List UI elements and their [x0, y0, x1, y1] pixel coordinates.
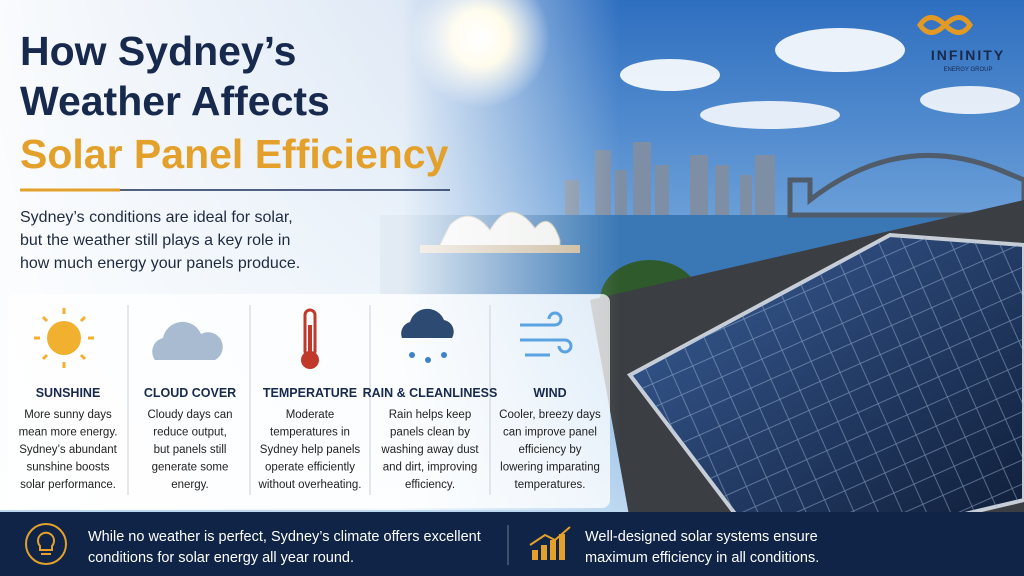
- factor-text: efficiency.: [405, 479, 455, 491]
- factor-title: WIND: [533, 386, 566, 400]
- factor-text: Moderate: [286, 409, 335, 421]
- factor-text: lowering imparating: [500, 462, 600, 474]
- factor-text: generate some: [152, 462, 229, 474]
- column-dividers: [127, 305, 491, 495]
- factor-text: panels clean by: [390, 427, 470, 439]
- title-line: How Sydney’s: [20, 28, 296, 74]
- factor-text: efficiency by: [518, 444, 581, 456]
- factor-text: without overheating.: [258, 479, 362, 491]
- factor-text: temperatures.: [515, 479, 586, 491]
- factor-text: Sydney help panels: [260, 444, 361, 456]
- factor-text: Rain helps keep: [389, 409, 471, 421]
- factor-title: RAIN & CLEANLINESS: [363, 386, 498, 400]
- factor-title: TEMPERATURE: [263, 386, 357, 400]
- factor-text: but panels still: [154, 444, 227, 456]
- title-line: Solar Panel Efficiency: [20, 131, 449, 177]
- factor-text: Sydney’s abundant: [19, 444, 117, 456]
- factor-text: sunshine boosts: [26, 462, 109, 474]
- factor-text: temperatures in: [270, 427, 350, 439]
- footer-text: maximum efficiency in all conditions.: [585, 550, 819, 566]
- factor-text: More sunny days: [24, 409, 112, 421]
- factor-text: energy.: [171, 479, 209, 491]
- footer-text: While no weather is perfect, Sydney’s cl…: [88, 529, 481, 545]
- factor-text: reduce output,: [153, 427, 227, 439]
- footer-text: conditions for solar energy all year rou…: [88, 550, 354, 566]
- factor-text: mean more energy.: [19, 427, 118, 439]
- intro-line: Sydney’s conditions are ideal for solar,: [20, 209, 293, 226]
- factor-text: operate efficiently: [265, 462, 355, 474]
- factor-text: Cooler, breezy days: [499, 409, 601, 421]
- logo-name: INFINITY: [931, 47, 1005, 63]
- factor-text: and dirt, improving: [383, 462, 478, 474]
- factor-text: washing away dust: [380, 444, 479, 456]
- factor-text: Cloudy days can: [147, 409, 232, 421]
- factor-title: CLOUD COVER: [144, 386, 236, 400]
- logo: INFINITY ENERGY GROUP: [916, 15, 1005, 73]
- title-line: Weather Affects: [20, 78, 330, 124]
- logo-tagline: ENERGY GROUP: [944, 67, 993, 73]
- factor-text: solar performance.: [20, 479, 116, 491]
- intro-line: but the weather still plays a key role i…: [20, 232, 290, 249]
- footer-text: Well-designed solar systems ensure: [585, 529, 818, 545]
- factor-title: SUNSHINE: [36, 386, 101, 400]
- intro-line: how much energy your panels produce.: [20, 255, 300, 272]
- factor-text: can improve panel: [503, 427, 597, 439]
- factors: SUNSHINE More sunny days mean more energy.…: [19, 386, 602, 491]
- footer: While no weather is perfect, Sydney’s cl…: [0, 512, 1024, 576]
- icons: [34, 308, 573, 369]
